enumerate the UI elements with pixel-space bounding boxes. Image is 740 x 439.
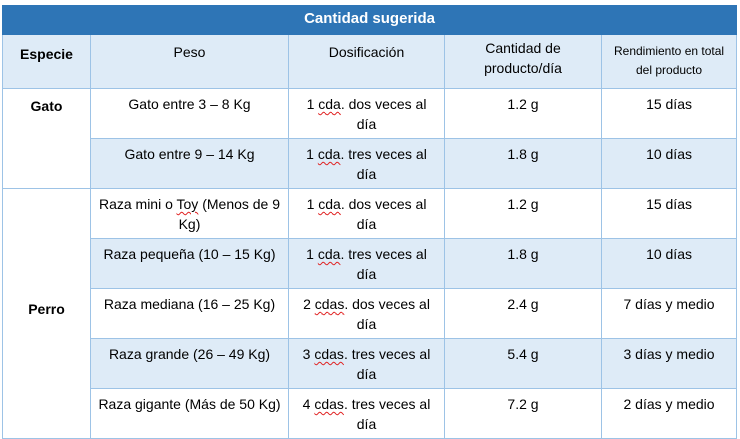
header-especie: Especie [2, 34, 91, 89]
species-perro: Perro [2, 188, 91, 439]
dosificacion-cell: 1 cda. tres veces al día [288, 138, 445, 189]
cantidad-cell: 5.4 g [444, 338, 602, 389]
dose-unit: cdas [314, 346, 344, 362]
dose-rest: . tres veces al día [343, 396, 431, 432]
dose-unit: cda [318, 196, 341, 212]
dose-rest: . dos veces al día [340, 96, 427, 132]
dose-rest: . tres veces al día [340, 246, 427, 282]
dose-unit: cdas [314, 396, 344, 412]
rendimiento-cell: 10 días [600, 138, 738, 189]
dose-qty: 3 [302, 346, 311, 362]
table-row: Raza pequeña (10 – 15 Kg) 1 cda. tres ve… [3, 238, 738, 289]
dose-rest: . dos veces al día [340, 196, 427, 232]
table-row: Gato entre 9 – 14 Kg 1 cda. tres veces a… [3, 138, 738, 189]
peso-cell: Raza pequeña (10 – 15 Kg) [90, 238, 289, 289]
dose-unit: cda [317, 246, 341, 262]
dosificacion-cell: 4 cdas. tres veces al día [288, 388, 445, 439]
table-row: Raza grande (26 – 49 Kg) 3 cdas. tres ve… [3, 338, 738, 389]
dose-unit: cdas [314, 296, 345, 312]
species-gato: Gato [2, 88, 91, 189]
peso-cell: Raza grande (26 – 49 Kg) [90, 338, 289, 389]
peso-text-b: (Menos de 9 Kg) [178, 196, 281, 232]
header-cantidad: Cantidad de producto/día [444, 34, 602, 89]
table-row: Gato Gato entre 3 – 8 Kg 1 cda. dos vece… [2, 88, 738, 189]
table-row: Perro Raza mini o Toy (Menos de 9 Kg) 1 … [2, 188, 738, 439]
table-row: Raza gigante (Más de 50 Kg) 4 cdas. tres… [3, 388, 738, 439]
dosificacion-cell: 2 cdas. dos veces al día [288, 288, 445, 339]
cantidad-cell: 1.2 g [444, 88, 602, 139]
cantidad-cell: 1.8 g [444, 138, 602, 189]
peso-cell: Raza gigante (Más de 50 Kg) [90, 388, 289, 439]
peso-text-toy: Toy [176, 196, 199, 212]
dosificacion-cell: 1 cda. tres veces al día [288, 238, 445, 289]
cantidad-cell: 7.2 g [444, 388, 602, 439]
dose-qty: 1 [306, 246, 314, 262]
dose-rest: . tres veces al día [340, 146, 427, 182]
dose-rest: . dos veces al día [344, 296, 430, 332]
rendimiento-cell: 7 días y medio [600, 288, 738, 339]
rendimiento-cell: 15 días [600, 88, 738, 139]
dose-qty: 1 [306, 196, 315, 212]
rendimiento-cell: 3 días y medio [600, 338, 738, 389]
dosificacion-cell: 1 cda. dos veces al día [288, 188, 445, 239]
dose-qty: 1 [306, 146, 314, 162]
dosificacion-cell: 1 cda. dos veces al día [288, 88, 445, 139]
header-rendimiento: Rendimiento en total del producto [600, 34, 738, 89]
title-row: Cantidad sugerida [1, 5, 738, 35]
header-dosificacion: Dosificación [288, 34, 445, 89]
peso-text-a: Raza mini o [98, 196, 177, 212]
header-row: Especie Peso Dosificación Cantidad de pr… [2, 34, 738, 89]
dose-qty: 1 [306, 96, 315, 112]
table-row: Raza mediana (16 – 25 Kg) 2 cdas. dos ve… [3, 288, 738, 339]
dose-unit: cda [318, 96, 341, 112]
cantidad-cell: 1.2 g [444, 188, 602, 239]
peso-cell: Raza mediana (16 – 25 Kg) [90, 288, 289, 339]
dose-unit: cda [317, 146, 341, 162]
peso-cell: Gato entre 9 – 14 Kg [90, 138, 289, 189]
dose-qty: 4 [302, 396, 311, 412]
dosificacion-cell: 3 cdas. tres veces al día [288, 338, 445, 389]
dosage-table: Cantidad sugerida Especie Peso Dosificac… [1, 5, 738, 439]
dose-rest: . tres veces al día [343, 346, 431, 382]
peso-cell: Raza mini o Toy (Menos de 9 Kg) [90, 188, 289, 239]
header-peso: Peso [90, 34, 289, 89]
cantidad-cell: 1.8 g [444, 238, 602, 289]
rendimiento-cell: 2 días y medio [600, 388, 738, 439]
peso-cell: Gato entre 3 – 8 Kg [90, 88, 289, 139]
table-title: Cantidad sugerida [1, 5, 738, 35]
rendimiento-cell: 10 días [600, 238, 738, 289]
cantidad-cell: 2.4 g [444, 288, 602, 339]
dose-qty: 2 [303, 296, 311, 312]
rendimiento-cell: 15 días [600, 188, 738, 239]
